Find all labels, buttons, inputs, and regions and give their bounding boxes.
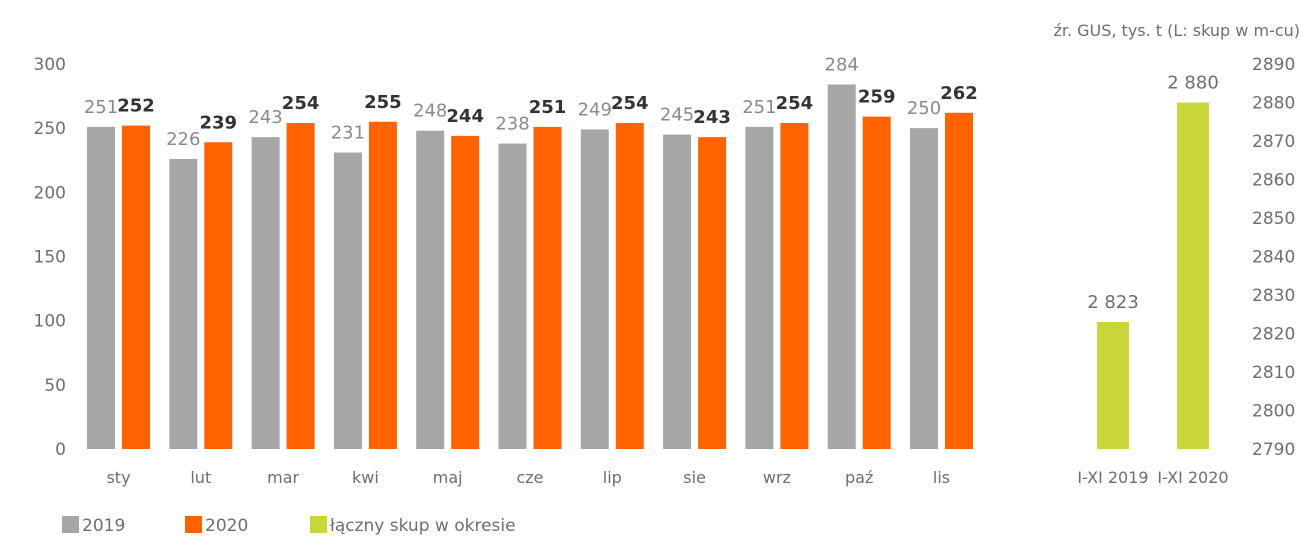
bar-2019 [416, 130, 445, 449]
data-label-2019: 243 [248, 107, 282, 128]
source-note: źr. GUS, tys. t (L: skup w m-cu) [1053, 21, 1300, 40]
right-tick-label: 2850 [1252, 209, 1295, 229]
right-axis: 2790 2800 2810 2820 2830 2840 2850 2860 2870 2880… [1252, 55, 1295, 460]
data-label-2020: 252 [117, 96, 155, 117]
left-tick-label: 0 [55, 440, 66, 460]
total-bar [1177, 102, 1209, 449]
right-tick-label: 2800 [1252, 402, 1295, 422]
total-category-label: I-XI 2020 [1157, 468, 1228, 487]
data-label-2020: 259 [858, 87, 896, 108]
data-label-2020: 254 [611, 93, 649, 114]
right-tick-label: 2810 [1252, 363, 1295, 383]
category-labels: sty lut mar kwi maj cze lip sie wrz paź lis I-XI 20… [106, 468, 1228, 487]
data-label-2020: 251 [529, 97, 567, 118]
data-label-2019: 226 [166, 129, 200, 150]
data-label-2020: 239 [200, 112, 238, 133]
data-label-2019: 250 [907, 98, 941, 119]
data-label-2019: 251 [84, 97, 118, 118]
bar-2020 [945, 112, 973, 450]
category-label: sty [106, 468, 130, 487]
bar-2020 [862, 116, 891, 449]
total-data-label: 2 880 [1167, 73, 1219, 94]
legend-swatch [185, 516, 202, 533]
right-tick-label: 2840 [1252, 248, 1295, 268]
left-tick-label: 250 [34, 119, 66, 139]
bar-2020 [368, 121, 397, 449]
data-label-2020: 262 [940, 83, 978, 104]
right-tick-label: 2860 [1252, 171, 1295, 191]
right-tick-label: 2880 [1252, 94, 1295, 114]
bar-2019 [827, 84, 856, 450]
bar-2019 [498, 143, 527, 450]
data-label-2019: 251 [742, 97, 776, 118]
bar-2019 [910, 128, 938, 449]
bar-2019 [87, 126, 115, 449]
bar-2020 [615, 123, 644, 450]
bar-2019 [169, 158, 198, 449]
bar-2019 [745, 126, 774, 449]
data-label-2020: 244 [446, 106, 484, 127]
right-tick-label: 2890 [1252, 55, 1295, 75]
category-label: lut [190, 468, 211, 487]
bar-2020 [451, 135, 480, 449]
category-label: cze [516, 468, 543, 487]
bar-2020 [286, 123, 315, 450]
data-label-2020: 255 [364, 92, 402, 113]
category-label: lip [603, 468, 622, 487]
left-tick-label: 300 [34, 55, 66, 75]
bar-2019 [663, 134, 692, 450]
right-tick-label: 2830 [1252, 286, 1295, 306]
bar-2019 [580, 129, 609, 449]
bar-2020 [698, 137, 727, 449]
total-category-label: I-XI 2019 [1077, 468, 1148, 487]
data-label-2019: 284 [825, 55, 859, 76]
category-label: maj [433, 468, 463, 487]
category-label: wrz [763, 468, 791, 487]
bar-2020 [122, 125, 150, 449]
category-label: mar [267, 468, 299, 487]
right-tick-label: 2870 [1252, 132, 1295, 152]
data-label-2019: 231 [331, 123, 365, 144]
legend: 2019 2020 łączny skup w okresie [62, 516, 516, 536]
category-label: sie [683, 468, 706, 487]
left-axis: 0 50 100 150 200 250 300 [34, 55, 66, 460]
legend-swatch [62, 516, 79, 533]
data-label-2019: 238 [495, 114, 529, 135]
total-bar [1097, 321, 1129, 449]
bar-2020 [780, 123, 809, 450]
bar-2019 [251, 137, 280, 449]
data-label-2019: 249 [578, 99, 612, 120]
left-tick-label: 100 [34, 312, 66, 332]
bar-2020 [204, 142, 233, 450]
category-label: kwi [352, 468, 379, 487]
legend-label: 2020 [205, 516, 248, 536]
data-label-2019: 245 [660, 105, 694, 126]
category-label: paź [845, 468, 873, 487]
data-label-2020: 243 [693, 107, 731, 128]
left-tick-label: 150 [34, 248, 66, 268]
data-label-2019: 248 [413, 101, 447, 122]
total-bars: 2 823 2 880 [1087, 73, 1219, 449]
legend-swatch [310, 516, 327, 533]
data-label-2020: 254 [776, 93, 814, 114]
bar-2020 [533, 126, 562, 449]
data-label-2020: 254 [282, 93, 320, 114]
total-data-label: 2 823 [1087, 292, 1139, 313]
left-tick-label: 50 [44, 376, 66, 396]
left-tick-label: 200 [34, 183, 66, 203]
right-tick-label: 2790 [1252, 440, 1295, 460]
bar-2019 [333, 152, 362, 450]
legend-label: łączny skup w okresie [330, 516, 516, 536]
category-label: lis [933, 468, 950, 487]
legend-label: 2019 [82, 516, 125, 536]
right-tick-label: 2820 [1252, 325, 1295, 345]
